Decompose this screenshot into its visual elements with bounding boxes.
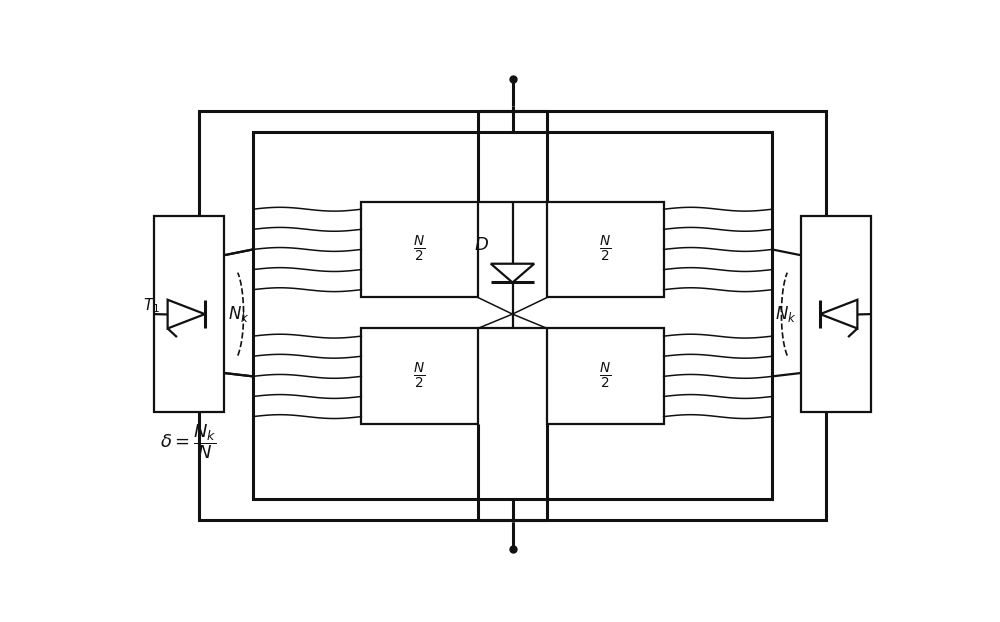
Bar (547, 202, 664, 297)
Polygon shape (168, 300, 205, 328)
Bar (154, 216, 224, 412)
Bar (253, 132, 772, 498)
Text: $\frac{N}{2}$: $\frac{N}{2}$ (413, 234, 426, 264)
Bar (361, 202, 478, 297)
Polygon shape (491, 264, 534, 282)
Text: $T_1$: $T_1$ (143, 296, 160, 315)
Text: $N_k$: $N_k$ (228, 304, 250, 324)
Text: $\frac{N}{2}$: $\frac{N}{2}$ (413, 361, 426, 391)
Text: $\frac{N}{2}$: $\frac{N}{2}$ (599, 234, 612, 264)
Bar (547, 328, 664, 424)
Bar (361, 328, 478, 424)
Text: $\delta = \dfrac{N_k}{N}$: $\delta = \dfrac{N_k}{N}$ (160, 422, 216, 460)
Bar (199, 111, 826, 520)
Text: $\frac{N}{2}$: $\frac{N}{2}$ (599, 361, 612, 391)
Polygon shape (820, 300, 857, 328)
Text: $D$: $D$ (474, 236, 489, 254)
Bar (801, 216, 871, 412)
Text: $N_k$: $N_k$ (775, 304, 797, 324)
